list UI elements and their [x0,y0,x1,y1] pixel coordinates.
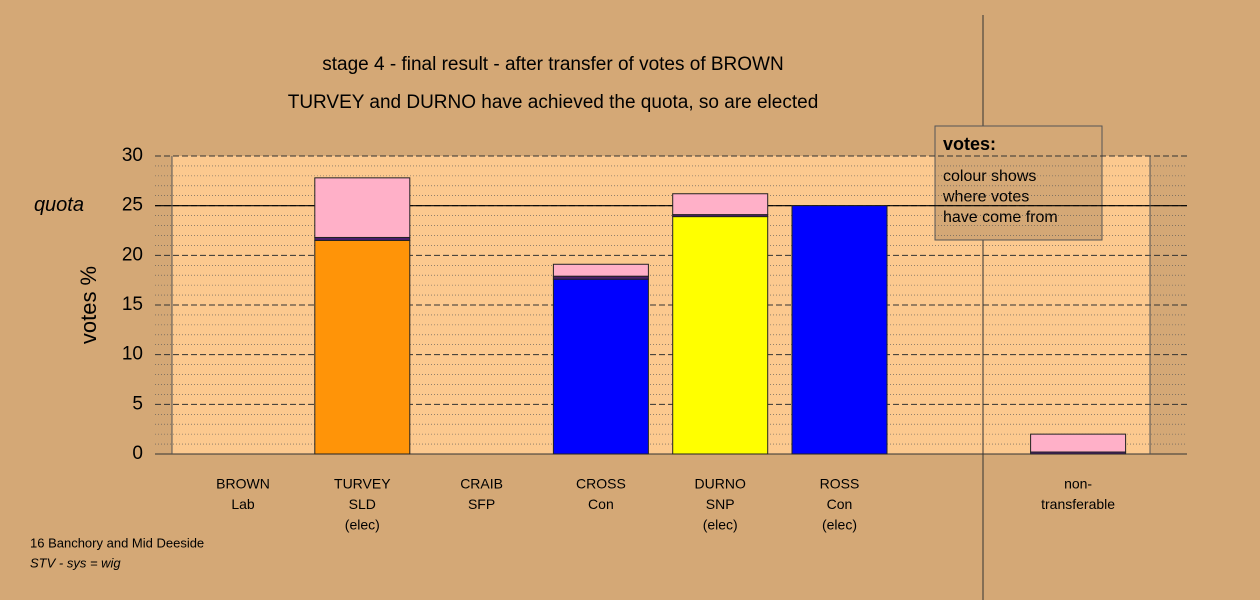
chart-title: stage 4 - final result - after transfer … [322,54,783,75]
x-tick-label: SLD [349,496,376,512]
legend-line: have come from [943,209,1058,226]
x-tick-label: BROWN [216,476,270,492]
bar-segment [552,263,649,277]
footer: 16 Banchory and Mid Deeside [30,535,204,550]
y-tick-label: 25 [122,195,143,216]
y-tick-label: 10 [122,344,143,365]
x-tick-label: DURNO [695,476,746,492]
x-tick-label: (elec) [703,517,738,533]
bar-segment [1030,433,1127,453]
legend-box [934,125,1103,241]
y-tick-label: 15 [122,294,143,315]
x-tick-label: CROSS [576,476,626,492]
y-tick-label: 30 [122,145,143,166]
legend: votes: colour shows where votes have come … [934,125,1103,241]
y-axis-label: votes % [76,266,101,344]
x-tick-label: CRAIB [460,476,503,492]
legend-title: votes: [943,134,996,154]
y-tick-label: 20 [122,244,143,265]
bar-segment [314,177,411,238]
legend-line: colour shows [943,168,1036,185]
x-tick-label: SNP [706,496,735,512]
x-tick-label: (elec) [345,517,380,533]
bar-segment [552,278,649,455]
x-tick-label: Con [588,496,614,512]
quota-label: quota [34,194,84,216]
x-tick-label: transferable [1041,496,1115,512]
y-tick-label: 0 [132,443,143,464]
x-tick-label: Lab [231,496,255,512]
x-tick-label: non- [1064,476,1092,492]
legend-line: where votes [942,189,1029,206]
x-tick-label: SFP [468,496,495,512]
bar-segment [672,193,769,216]
bar-segment [672,216,769,455]
x-tick-label: (elec) [822,517,857,533]
chart-subtitle: TURVEY and DURNO have achieved the quota… [288,92,819,113]
bar-segment [314,239,411,455]
footer: STV - sys = wig [30,555,121,570]
x-tick-label: ROSS [820,476,860,492]
x-tick-label: TURVEY [334,476,391,492]
x-tick-label: Con [827,496,853,512]
bar-segment [791,205,888,455]
y-tick-label: 5 [132,393,143,414]
